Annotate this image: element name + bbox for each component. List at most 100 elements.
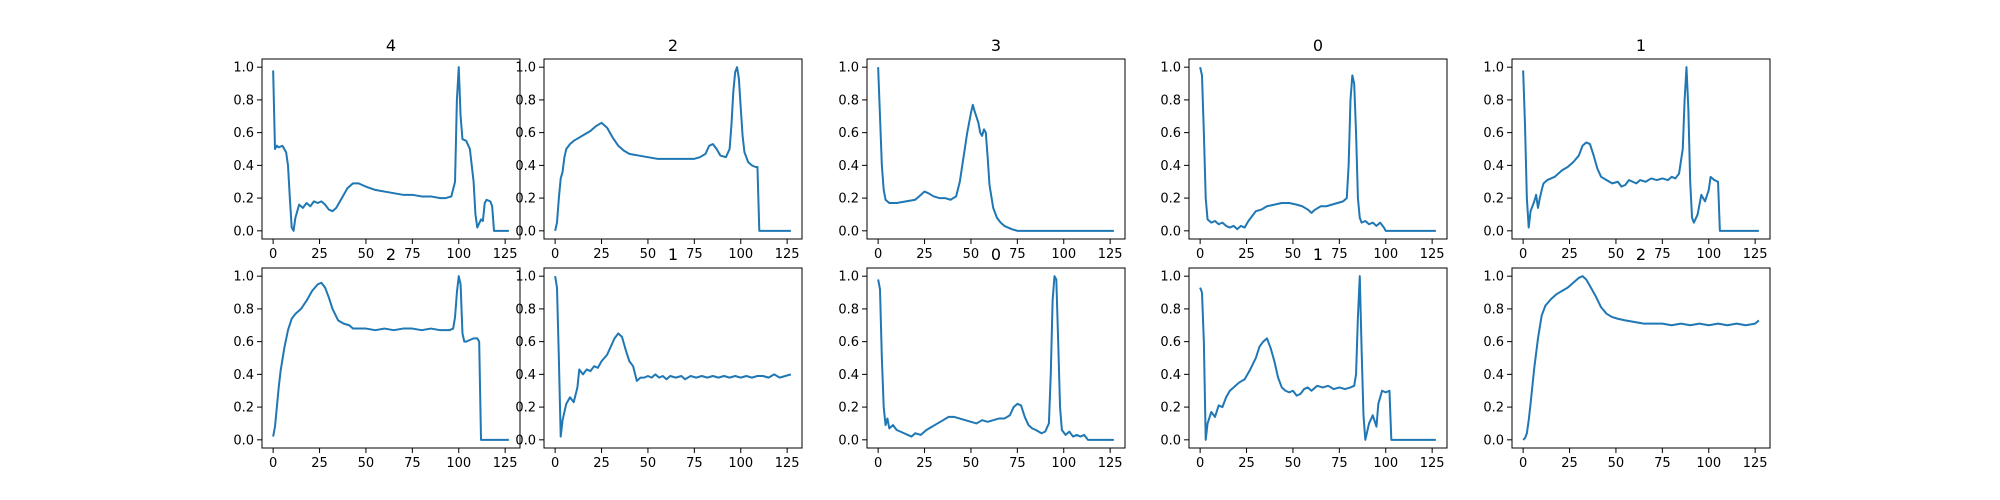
x-tick-label: 25 bbox=[311, 456, 328, 471]
x-tick-label: 75 bbox=[404, 456, 421, 471]
x-tick-label: 125 bbox=[775, 456, 800, 471]
y-tick-label: 0.0 bbox=[1483, 433, 1504, 448]
subplot-title: 1 bbox=[1313, 245, 1323, 264]
subplot-title: 0 bbox=[1313, 36, 1323, 55]
series-line bbox=[272, 66, 509, 232]
y-tick-label: 0.0 bbox=[233, 224, 254, 239]
subplot-title: 4 bbox=[386, 36, 396, 55]
y-tick-label: 0.8 bbox=[838, 302, 859, 317]
series-line bbox=[1199, 275, 1436, 441]
y-tick-label: 0.0 bbox=[233, 433, 254, 448]
x-tick-label: 0 bbox=[269, 247, 277, 262]
x-tick-label: 0 bbox=[551, 247, 559, 262]
x-tick-label: 0 bbox=[874, 456, 882, 471]
subplot-9: 1 0 25 50 75 100 125 0.0 0.2 0.4 0.6 0.8 1.0 bbox=[1160, 245, 1448, 471]
x-tick-label: 25 bbox=[593, 456, 610, 471]
x-tick-label: 75 bbox=[1654, 247, 1671, 262]
y-tick-label: 0.6 bbox=[515, 335, 536, 350]
x-tick-label: 0 bbox=[874, 247, 882, 262]
y-tick-label: 0.4 bbox=[515, 368, 536, 383]
x-tick-label: 100 bbox=[1696, 456, 1721, 471]
series-line bbox=[554, 66, 791, 232]
axes-frame bbox=[261, 267, 521, 449]
plot-area bbox=[1189, 268, 1447, 448]
axes-frame bbox=[1188, 267, 1448, 449]
axes-frame bbox=[261, 58, 521, 240]
axes-frame bbox=[866, 267, 1126, 449]
axes-frame bbox=[1188, 58, 1448, 240]
y-tick-label: 0.2 bbox=[233, 401, 254, 416]
y-tick-label: 0.8 bbox=[515, 302, 536, 317]
x-tick-label: 50 bbox=[1285, 456, 1302, 471]
plot-area bbox=[1512, 268, 1770, 448]
y-tick-label: 0.4 bbox=[515, 159, 536, 174]
y-tick-label: 1.0 bbox=[515, 61, 536, 76]
x-tick-label: 25 bbox=[1561, 247, 1578, 262]
x-tick-label: 0 bbox=[551, 456, 559, 471]
subplot-4: 0 0 25 50 75 100 125 0.0 0.2 0.4 0.6 0.8 1.0 bbox=[1160, 36, 1448, 262]
subplot-title: 0 bbox=[991, 245, 1001, 264]
x-tick-label: 75 bbox=[1009, 456, 1026, 471]
series-line bbox=[554, 276, 792, 438]
x-tick-label: 25 bbox=[593, 247, 610, 262]
y-tick-label: 0.4 bbox=[233, 159, 254, 174]
x-tick-label: 50 bbox=[358, 456, 375, 471]
plot-area bbox=[544, 59, 802, 239]
y-tick-label: 0.2 bbox=[1483, 401, 1504, 416]
x-tick-label: 100 bbox=[1051, 456, 1076, 471]
x-tick-label: 100 bbox=[1696, 247, 1721, 262]
subplot-2: 2 0 25 50 75 100 125 0.0 0.2 0.4 0.6 0.8 1.0 bbox=[515, 36, 803, 262]
axes-frame bbox=[1511, 58, 1771, 240]
x-tick-label: 0 bbox=[1196, 247, 1204, 262]
subplot-10: 2 0 25 50 75 100 125 0.0 0.2 0.4 0.6 0.8 1.0 bbox=[1483, 245, 1771, 471]
series-line bbox=[877, 67, 1114, 232]
y-tick-label: 0.8 bbox=[1160, 93, 1181, 108]
y-tick-label: 1.0 bbox=[1483, 270, 1504, 285]
x-tick-label: 50 bbox=[1608, 247, 1625, 262]
x-tick-label: 0 bbox=[269, 456, 277, 471]
series-line bbox=[1522, 66, 1759, 232]
x-tick-label: 25 bbox=[1238, 456, 1255, 471]
x-tick-label: 100 bbox=[446, 456, 471, 471]
axes-frame bbox=[543, 267, 803, 449]
x-tick-label: 100 bbox=[446, 247, 471, 262]
y-tick-label: 0.2 bbox=[1160, 192, 1181, 207]
x-tick-label: 125 bbox=[1743, 456, 1768, 471]
y-tick-label: 0.4 bbox=[838, 368, 859, 383]
series-line bbox=[272, 275, 509, 441]
y-tick-label: 0.6 bbox=[1483, 335, 1504, 350]
plot-area bbox=[867, 268, 1125, 448]
axes-frame bbox=[866, 58, 1126, 240]
y-tick-label: 0.8 bbox=[233, 93, 254, 108]
subplot-1: 4 0 25 50 75 100 125 0.0 0.2 0.4 0.6 0.8 1.0 bbox=[233, 36, 521, 262]
y-tick-label: 1.0 bbox=[233, 61, 254, 76]
y-tick-label: 0.2 bbox=[838, 192, 859, 207]
x-tick-label: 100 bbox=[728, 456, 753, 471]
x-tick-label: 75 bbox=[1009, 247, 1026, 262]
x-tick-label: 50 bbox=[963, 456, 980, 471]
y-tick-label: 0.2 bbox=[515, 192, 536, 207]
y-tick-label: 0.2 bbox=[1160, 401, 1181, 416]
y-tick-label: 0.4 bbox=[1483, 368, 1504, 383]
y-tick-label: 0.8 bbox=[1160, 302, 1181, 317]
y-tick-label: 0.0 bbox=[515, 433, 536, 448]
x-tick-label: 0 bbox=[1519, 456, 1527, 471]
x-tick-label: 125 bbox=[1420, 247, 1445, 262]
x-tick-label: 50 bbox=[963, 247, 980, 262]
x-tick-label: 100 bbox=[1373, 456, 1398, 471]
y-tick-label: 0.4 bbox=[233, 368, 254, 383]
y-tick-label: 0.4 bbox=[838, 159, 859, 174]
plot-area bbox=[262, 59, 520, 239]
y-tick-label: 0.2 bbox=[515, 401, 536, 416]
y-tick-label: 0.0 bbox=[1160, 433, 1181, 448]
x-tick-label: 125 bbox=[775, 247, 800, 262]
y-tick-label: 1.0 bbox=[233, 270, 254, 285]
y-tick-label: 0.0 bbox=[515, 224, 536, 239]
y-tick-label: 0.6 bbox=[233, 335, 254, 350]
series-line bbox=[1522, 275, 1760, 441]
y-tick-label: 0.6 bbox=[838, 126, 859, 141]
x-tick-label: 100 bbox=[1051, 247, 1076, 262]
y-tick-label: 0.0 bbox=[838, 433, 859, 448]
x-tick-label: 50 bbox=[1285, 247, 1302, 262]
